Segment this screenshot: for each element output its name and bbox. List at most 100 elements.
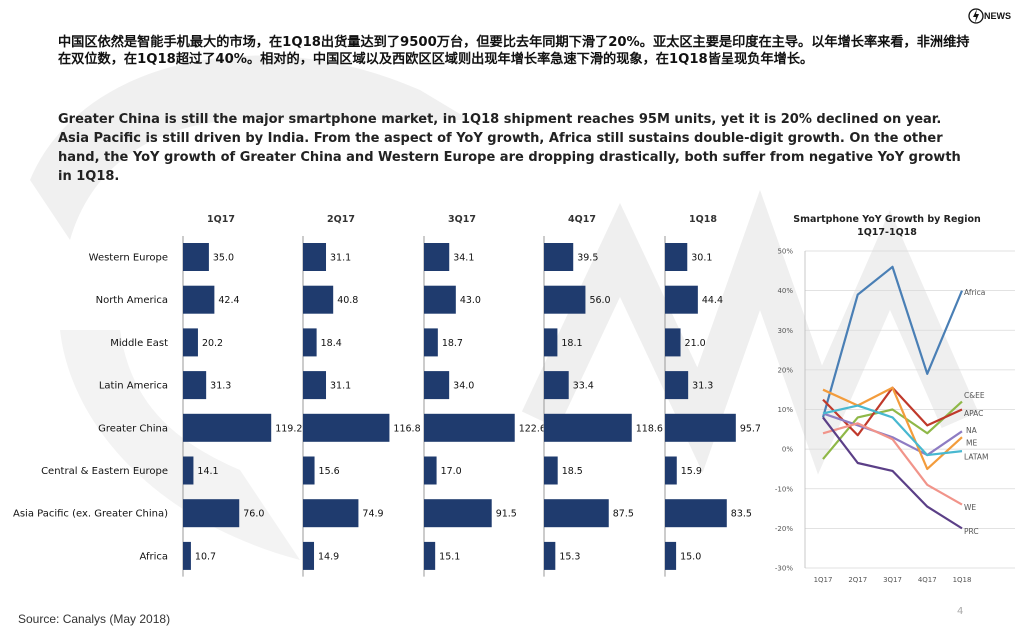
y-tick-40: 40%: [777, 287, 793, 295]
bar-1q18-western-europe: [665, 243, 688, 271]
bar-value-1q18-greater-china: 95.7: [740, 423, 760, 434]
bar-value-3q17-north-america: 43.0: [460, 295, 481, 306]
y-tick-30: 30%: [777, 327, 793, 335]
y-tick-30: -30%: [775, 565, 793, 573]
line-series-me: [822, 386, 963, 471]
bar-1q17-latin-america: [183, 371, 207, 400]
line-series-latam: [822, 404, 963, 457]
series-label-latam: LATAM: [964, 453, 989, 462]
bar-3q17-middle-east: [424, 328, 438, 357]
bar-3q17-latin-america: [424, 371, 450, 400]
bar-3q17-north-america: [424, 285, 456, 314]
bar-value-4q17-north-america: 56.0: [589, 295, 610, 306]
bar-4q17-africa: [544, 541, 556, 570]
series-label-c-ee: C&EE: [964, 391, 985, 400]
bar-2q17-greater-china: [303, 413, 390, 442]
category-label-north-america: North America: [96, 295, 168, 306]
bar-1q18-greater-china: [665, 413, 736, 442]
bar-1q18-north-america: [665, 285, 698, 314]
x-tick-1q17: 1Q17: [814, 576, 833, 584]
bar-value-4q17-greater-china: 118.6: [636, 423, 663, 434]
line-series-c-ee: [822, 400, 963, 460]
bar-value-3q17-africa: 15.1: [439, 551, 460, 562]
x-tick-2q17: 2Q17: [848, 576, 867, 584]
bar-1q17-middle-east: [183, 328, 198, 357]
yoy-growth-line-chart: Smartphone YoY Growth by Region 1Q17-1Q18…: [775, 214, 1015, 584]
bar-3q17-asia-pacific-ex-greater-china: [424, 499, 492, 528]
category-label-middle-east: Middle East: [110, 338, 168, 349]
line-chart-title: Smartphone YoY Growth by Region: [793, 214, 981, 225]
bar-value-1q18-middle-east: 21.0: [685, 338, 706, 349]
bar-value-3q17-latin-america: 34.0: [453, 381, 474, 392]
bar-value-3q17-western-europe: 34.1: [453, 253, 474, 264]
category-label-western-europe: Western Europe: [89, 253, 168, 264]
bar-value-3q17-central-eastern-europe: 17.0: [441, 466, 462, 477]
bar-value-1q17-greater-china: 119.2: [275, 423, 302, 434]
bar-value-2q17-latin-america: 31.1: [330, 381, 351, 392]
bar-value-1q18-central-eastern-europe: 15.9: [681, 466, 702, 477]
chinese-summary: 中国区依然是智能手机最大的市场，在1Q18出货量达到了9500万台，但要比去年同…: [58, 35, 970, 67]
logo-text: NEWS: [984, 11, 1011, 21]
x-tick-4q17: 4Q17: [918, 576, 937, 584]
category-label-asia-pacific-ex-greater-china: Asia Pacific (ex. Greater China): [13, 509, 168, 520]
y-tick-50: 50%: [777, 248, 793, 256]
bar-2q17-middle-east: [303, 328, 317, 357]
bar-4q17-greater-china: [544, 413, 632, 442]
y-tick-10: 10%: [777, 406, 793, 414]
bar-value-3q17-greater-china: 122.6: [519, 423, 546, 434]
bar-value-1q18-asia-pacific-ex-greater-china: 83.5: [731, 509, 752, 520]
line-series-prc: [822, 416, 963, 530]
y-tick-10: -10%: [775, 485, 793, 493]
bar-value-4q17-middle-east: 18.1: [561, 338, 582, 349]
x-tick-3q17: 3Q17: [883, 576, 902, 584]
series-label-prc: PRC: [964, 527, 979, 536]
bar-4q17-western-europe: [544, 243, 574, 271]
bar-2q17-north-america: [303, 285, 334, 314]
series-label-africa: Africa: [964, 288, 985, 297]
bar-value-3q17-asia-pacific-ex-greater-china: 91.5: [496, 509, 517, 520]
bar-4q17-asia-pacific-ex-greater-china: [544, 499, 609, 528]
line-series-na: [822, 412, 963, 457]
bar-4q17-latin-america: [544, 371, 569, 400]
english-summary: Greater China is still the major smartph…: [58, 112, 961, 184]
bar-value-4q17-central-eastern-europe: 18.5: [562, 466, 583, 477]
line-series-we: [822, 422, 963, 506]
bar-value-1q17-north-america: 42.4: [218, 295, 239, 306]
bar-4q17-north-america: [544, 285, 586, 314]
bar-1q17-greater-china: [183, 413, 272, 442]
bar-value-1q18-africa: 15.0: [680, 551, 701, 562]
bar-value-1q17-latin-america: 31.3: [210, 381, 231, 392]
line-series-africa: [821, 265, 964, 418]
y-tick-20: -20%: [775, 525, 793, 533]
source-note: Source: Canalys (May 2018): [18, 612, 171, 626]
lightning-bolt-icon: [968, 8, 984, 24]
y-tick-20: 20%: [777, 366, 793, 374]
bar-1q18-middle-east: [665, 328, 681, 357]
bar-value-2q17-asia-pacific-ex-greater-china: 74.9: [362, 509, 383, 520]
bar-3q17-greater-china: [424, 413, 515, 442]
category-label-central-eastern-europe: Central & Eastern Europe: [41, 466, 168, 477]
bar-value-4q17-western-europe: 39.5: [577, 253, 598, 264]
bar-value-2q17-western-europe: 31.1: [330, 253, 351, 264]
bar-2q17-latin-america: [303, 371, 327, 400]
bar-1q18-latin-america: [665, 371, 689, 400]
bar-value-1q18-western-europe: 30.1: [691, 253, 712, 264]
bar-value-2q17-middle-east: 18.4: [321, 338, 342, 349]
bar-value-1q18-latin-america: 31.3: [692, 381, 713, 392]
page-number: 4: [957, 606, 964, 617]
bar-value-3q17-middle-east: 18.7: [442, 338, 463, 349]
period-label-1q17: 1Q17: [207, 214, 235, 225]
bar-value-4q17-asia-pacific-ex-greater-china: 87.5: [613, 509, 634, 520]
series-label-na: NA: [966, 426, 978, 435]
bar-value-2q17-africa: 14.9: [318, 551, 339, 562]
bar-2q17-africa: [303, 541, 315, 570]
bar-value-1q17-middle-east: 20.2: [202, 338, 223, 349]
bar-1q17-north-america: [183, 285, 215, 314]
bar-1q17-western-europe: [183, 243, 209, 271]
bar-value-2q17-north-america: 40.8: [337, 295, 358, 306]
line-chart-subtitle: 1Q17-1Q18: [857, 227, 917, 238]
period-label-3q17: 3Q17: [448, 214, 476, 225]
bar-value-1q17-africa: 10.7: [195, 551, 216, 562]
bar-value-4q17-latin-america: 33.4: [573, 381, 594, 392]
brand-logo: NEWS: [968, 6, 1018, 26]
